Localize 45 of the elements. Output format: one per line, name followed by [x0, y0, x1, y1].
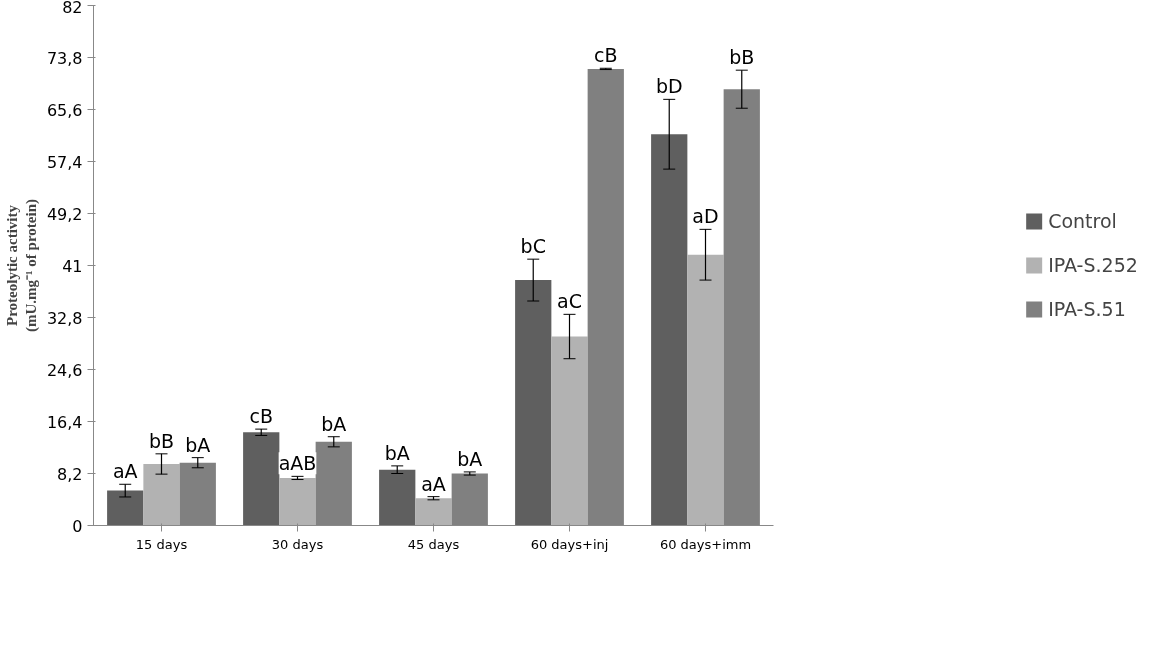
annotation: bA [185, 433, 211, 456]
y-tick-label: 32,8 [46, 308, 83, 328]
annotation: bB [729, 46, 755, 69]
legend-label: Control [1048, 210, 1117, 232]
bar [279, 477, 316, 526]
annotation: bA [457, 447, 483, 470]
y-tick-label: 41 [62, 256, 83, 276]
annotation: bC [520, 235, 546, 258]
bar [651, 134, 688, 526]
bar [415, 498, 452, 526]
y-tick-label: 57,4 [46, 152, 83, 172]
x-tick-label: 60 days+inj [530, 536, 609, 552]
annotation: bA [384, 441, 410, 464]
x-tick-label: 15 days [135, 536, 188, 552]
y-tick-label: 0 [72, 516, 83, 536]
bar [379, 469, 416, 526]
annotation: bA [321, 412, 347, 435]
annotation: cB [594, 44, 618, 67]
annotation: cB [249, 405, 273, 428]
x-tick-label: 60 days+imm [659, 536, 752, 552]
annotation: aAB [278, 452, 317, 475]
annotation: bB [148, 429, 175, 452]
y-tick-label: 73,8 [46, 48, 83, 68]
annotation: aD [692, 205, 719, 228]
y-tick-label: 8,2 [57, 464, 83, 484]
y-tick-label: 82 [62, 0, 83, 17]
annotation: aC [557, 290, 582, 313]
x-tick-label: 45 days [407, 536, 460, 552]
y-tick-label: 49,2 [46, 204, 83, 224]
bar [551, 336, 588, 526]
legend-label: IPA-S.51 [1048, 298, 1126, 320]
x-tick-label: 30 days [271, 536, 324, 552]
annotation: aA [421, 472, 446, 495]
legend-label: IPA-S.252 [1048, 254, 1138, 276]
bar [687, 254, 724, 526]
y-tick-label: 24,6 [46, 360, 83, 380]
annotation: bD [655, 75, 683, 98]
bar [107, 490, 144, 526]
y-tick-label: 16,4 [46, 412, 83, 432]
annotation: aA [112, 460, 138, 483]
bar [243, 432, 280, 526]
bar [515, 280, 552, 526]
bar [143, 463, 180, 526]
y-tick-label: 65,6 [46, 100, 83, 120]
y-axis-title: Proteolytic activity (mU.mg⁻¹ of protein) [3, 199, 40, 332]
